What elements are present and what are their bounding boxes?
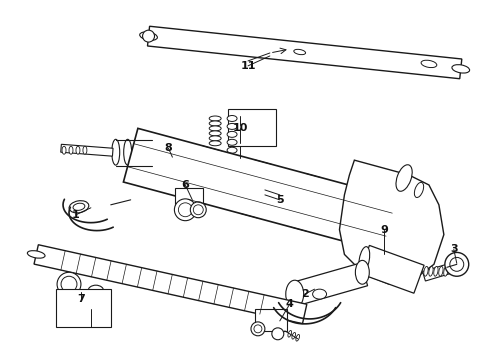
Circle shape [61, 276, 77, 292]
Ellipse shape [112, 139, 120, 165]
Ellipse shape [415, 183, 424, 198]
Bar [175, 188, 203, 208]
Ellipse shape [83, 146, 87, 154]
Text: 10: 10 [232, 123, 248, 134]
Circle shape [178, 203, 192, 217]
Ellipse shape [439, 266, 443, 276]
Text: 4: 4 [286, 299, 294, 309]
Ellipse shape [88, 285, 104, 297]
Ellipse shape [209, 121, 221, 126]
Circle shape [272, 328, 284, 340]
Polygon shape [292, 263, 368, 306]
Polygon shape [34, 245, 307, 324]
Text: 2: 2 [301, 289, 309, 299]
Ellipse shape [227, 139, 237, 145]
Ellipse shape [209, 136, 221, 141]
Bar [255, 309, 287, 331]
Text: 5: 5 [276, 195, 284, 205]
Ellipse shape [209, 116, 221, 121]
Ellipse shape [227, 123, 237, 129]
Ellipse shape [69, 201, 89, 213]
Ellipse shape [27, 251, 45, 258]
Ellipse shape [286, 280, 304, 308]
Polygon shape [123, 129, 396, 252]
Circle shape [190, 202, 206, 218]
Polygon shape [340, 160, 444, 284]
Ellipse shape [296, 334, 299, 341]
Polygon shape [147, 26, 462, 79]
Ellipse shape [434, 266, 438, 276]
Circle shape [174, 199, 196, 221]
Ellipse shape [292, 333, 295, 339]
Ellipse shape [313, 289, 326, 299]
Ellipse shape [396, 165, 412, 191]
Ellipse shape [209, 126, 221, 131]
Ellipse shape [123, 139, 132, 165]
Text: 11: 11 [240, 61, 256, 71]
Ellipse shape [227, 147, 237, 153]
Circle shape [445, 252, 469, 276]
Ellipse shape [355, 260, 369, 284]
Bar [56, 289, 111, 327]
Ellipse shape [429, 266, 433, 276]
Circle shape [57, 272, 81, 296]
Ellipse shape [147, 139, 155, 165]
Ellipse shape [227, 131, 237, 137]
Ellipse shape [62, 146, 66, 154]
Ellipse shape [209, 131, 221, 136]
Bar [228, 109, 276, 146]
Ellipse shape [69, 146, 73, 154]
Text: 7: 7 [77, 294, 85, 304]
Ellipse shape [424, 266, 428, 276]
Ellipse shape [227, 116, 237, 121]
Text: 3: 3 [450, 244, 458, 255]
Ellipse shape [359, 247, 370, 272]
Circle shape [193, 205, 203, 215]
Text: 9: 9 [380, 225, 388, 235]
Text: 8: 8 [165, 143, 172, 153]
Text: 6: 6 [181, 180, 189, 190]
Circle shape [143, 30, 154, 42]
Ellipse shape [444, 266, 448, 276]
Polygon shape [61, 144, 113, 156]
Circle shape [254, 325, 262, 333]
Polygon shape [422, 262, 455, 281]
Ellipse shape [136, 139, 144, 165]
Ellipse shape [209, 141, 221, 146]
Circle shape [450, 257, 464, 271]
Circle shape [251, 322, 265, 336]
Ellipse shape [140, 32, 157, 40]
Polygon shape [359, 246, 424, 293]
Ellipse shape [76, 146, 80, 154]
Text: 1: 1 [72, 210, 80, 220]
Ellipse shape [294, 49, 306, 55]
Ellipse shape [73, 203, 85, 210]
Ellipse shape [452, 65, 469, 73]
Ellipse shape [288, 330, 292, 337]
Ellipse shape [421, 60, 437, 68]
